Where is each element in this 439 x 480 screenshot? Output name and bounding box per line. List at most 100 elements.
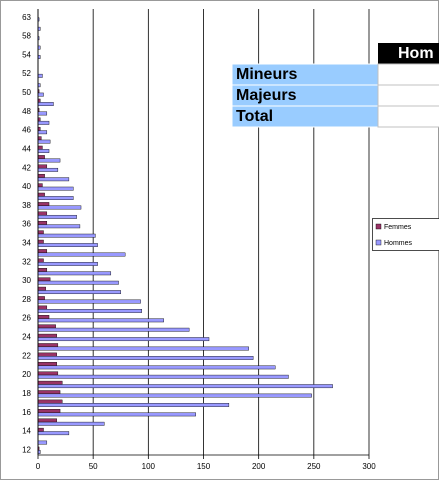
row-label: Majeurs [236, 87, 297, 104]
y-tick-label: 12 [22, 445, 31, 454]
bar [37, 221, 48, 225]
y-tick-label: 30 [22, 276, 31, 285]
bar [37, 365, 276, 370]
bar [37, 243, 98, 247]
bar [37, 409, 61, 413]
bar [37, 362, 57, 366]
x-tick-label: 150 [197, 462, 211, 471]
bar [37, 233, 96, 238]
bar [37, 286, 46, 291]
bar [37, 158, 61, 163]
bar [37, 145, 43, 150]
bar [37, 183, 43, 188]
bar [37, 268, 48, 272]
y-tick-label: 50 [22, 88, 31, 97]
y-tick-label: 18 [22, 389, 31, 398]
x-tick-label: 0 [36, 462, 41, 471]
y-tick-label: 14 [22, 427, 31, 436]
bar [37, 290, 121, 295]
y-tick-label: 24 [22, 333, 31, 342]
bar [37, 384, 333, 389]
row-label: Total [236, 108, 273, 125]
bar [37, 230, 44, 235]
bar [37, 136, 42, 141]
legend-box [372, 218, 439, 251]
y-tick-label: 20 [22, 370, 31, 379]
bar [37, 249, 48, 254]
y-tick-label: 38 [22, 201, 31, 210]
bar [37, 120, 50, 125]
bar [37, 343, 59, 348]
bar [37, 380, 63, 385]
y-tick-label: 46 [22, 126, 31, 135]
bar [37, 164, 48, 169]
header-cell [378, 43, 439, 64]
bar [37, 130, 48, 135]
bar [37, 324, 56, 329]
y-tick-label: 34 [22, 239, 31, 248]
bar [37, 440, 48, 445]
bar [37, 399, 63, 404]
legend-label: Hommes [384, 240, 413, 247]
y-tick-label: 63 [22, 13, 31, 22]
bar [37, 305, 48, 310]
y-tick-label: 44 [22, 144, 31, 153]
x-tick-label: 100 [142, 462, 156, 471]
x-tick-label: 250 [307, 462, 321, 471]
bar [37, 252, 126, 257]
y-tick-label: 58 [22, 32, 31, 41]
y-tick-label: 16 [22, 408, 31, 417]
bar [37, 239, 44, 244]
bar [37, 412, 196, 417]
bar [37, 224, 81, 229]
legend: Femmes Hommes [372, 218, 439, 251]
bar [37, 192, 45, 197]
bar [37, 177, 70, 182]
bar [37, 167, 59, 172]
bar [37, 352, 57, 357]
y-tick-label: 22 [22, 351, 31, 360]
bar [37, 102, 54, 106]
bar [37, 196, 74, 200]
bar [37, 333, 57, 338]
bar [37, 356, 254, 360]
x-tick-label: 200 [252, 462, 266, 471]
bar [37, 149, 50, 153]
bar [37, 374, 289, 379]
y-tick-label: 42 [22, 163, 31, 172]
table: Hom Mineurs Majeurs Total [231, 43, 439, 128]
bar [37, 258, 44, 263]
bar [37, 155, 45, 159]
bar [37, 271, 112, 276]
bar [37, 427, 44, 432]
legend-swatch [375, 239, 382, 246]
legend-swatch [375, 223, 382, 230]
value-cell [377, 63, 439, 86]
value-cell [377, 84, 439, 107]
row-label: Mineurs [236, 66, 297, 83]
bar [37, 173, 45, 178]
y-tick-label: 36 [22, 220, 31, 229]
bar [37, 315, 50, 319]
y-tick-label: 54 [22, 50, 31, 59]
x-tick-label: 300 [362, 462, 376, 471]
bar [37, 262, 98, 266]
bar [37, 299, 141, 304]
y-tick-label: 52 [22, 69, 31, 78]
value-cell [377, 105, 439, 128]
bar [37, 327, 190, 332]
bar [37, 92, 44, 97]
bar [37, 139, 51, 144]
bar [37, 393, 312, 398]
bar [37, 202, 50, 206]
y-tick-label: 40 [22, 182, 31, 191]
bar [37, 337, 210, 342]
y-tick-label: 26 [22, 314, 31, 323]
y-tick-label: 48 [22, 107, 31, 116]
bar [37, 418, 57, 423]
bar [37, 431, 70, 436]
bar [37, 309, 142, 313]
bar [37, 296, 45, 301]
bar [37, 205, 82, 210]
header-text: Hom [398, 45, 434, 62]
